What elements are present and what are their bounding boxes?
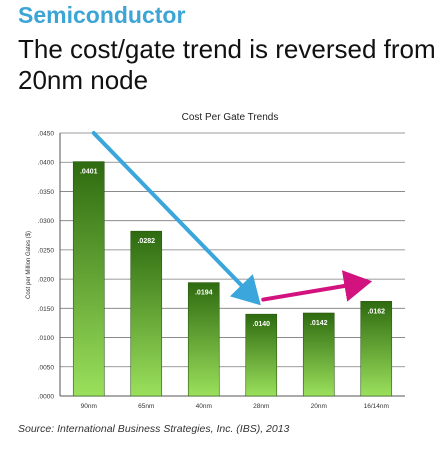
x-tick-label: 28nm bbox=[253, 403, 269, 410]
y-tick-label: .0450 bbox=[38, 131, 55, 138]
x-tick-label: 16/14nm bbox=[364, 403, 389, 410]
x-tick-label: 40nm bbox=[196, 403, 212, 410]
trend-arrow-down bbox=[91, 131, 261, 306]
y-tick-label: .0200 bbox=[38, 277, 55, 284]
x-tick-label: 65nm bbox=[138, 403, 154, 410]
y-tick-label: .0300 bbox=[38, 218, 55, 225]
bar-40nm bbox=[187, 282, 220, 397]
data-label: .0282 bbox=[137, 238, 155, 245]
data-label: .0194 bbox=[195, 290, 213, 297]
trend-arrow-up bbox=[261, 270, 373, 302]
bar-28nm bbox=[245, 313, 278, 397]
source-note: Source: International Business Strategie… bbox=[18, 423, 290, 435]
bar-65nm bbox=[130, 230, 163, 397]
bar-90nm bbox=[72, 161, 105, 397]
y-tick-label: .0000 bbox=[38, 394, 55, 401]
data-label: .0140 bbox=[252, 321, 270, 328]
slide-subtitle: The cost/gate trend is reversed from 20n… bbox=[18, 34, 436, 95]
heading: Semiconductor bbox=[18, 2, 186, 28]
chart-title: Cost Per Gate Trends bbox=[181, 112, 279, 123]
data-label: .0401 bbox=[80, 169, 98, 176]
bar-16/14nm bbox=[360, 301, 393, 397]
y-tick-label: .0250 bbox=[38, 247, 55, 254]
y-tick-label: .0050 bbox=[38, 364, 55, 371]
x-tick-label: 20nm bbox=[311, 403, 327, 410]
y-tick-label: .0100 bbox=[38, 335, 55, 342]
x-tick-label: 90nm bbox=[81, 403, 97, 410]
data-label: .0142 bbox=[310, 320, 328, 327]
y-tick-label: .0350 bbox=[38, 189, 55, 196]
y-tick-label: .0150 bbox=[38, 306, 55, 313]
y-axis-label: Cost per Million Gates ($) bbox=[26, 231, 32, 299]
data-label: .0162 bbox=[367, 308, 385, 315]
y-tick-label: .0400 bbox=[38, 160, 55, 167]
bar-20nm bbox=[302, 312, 335, 397]
